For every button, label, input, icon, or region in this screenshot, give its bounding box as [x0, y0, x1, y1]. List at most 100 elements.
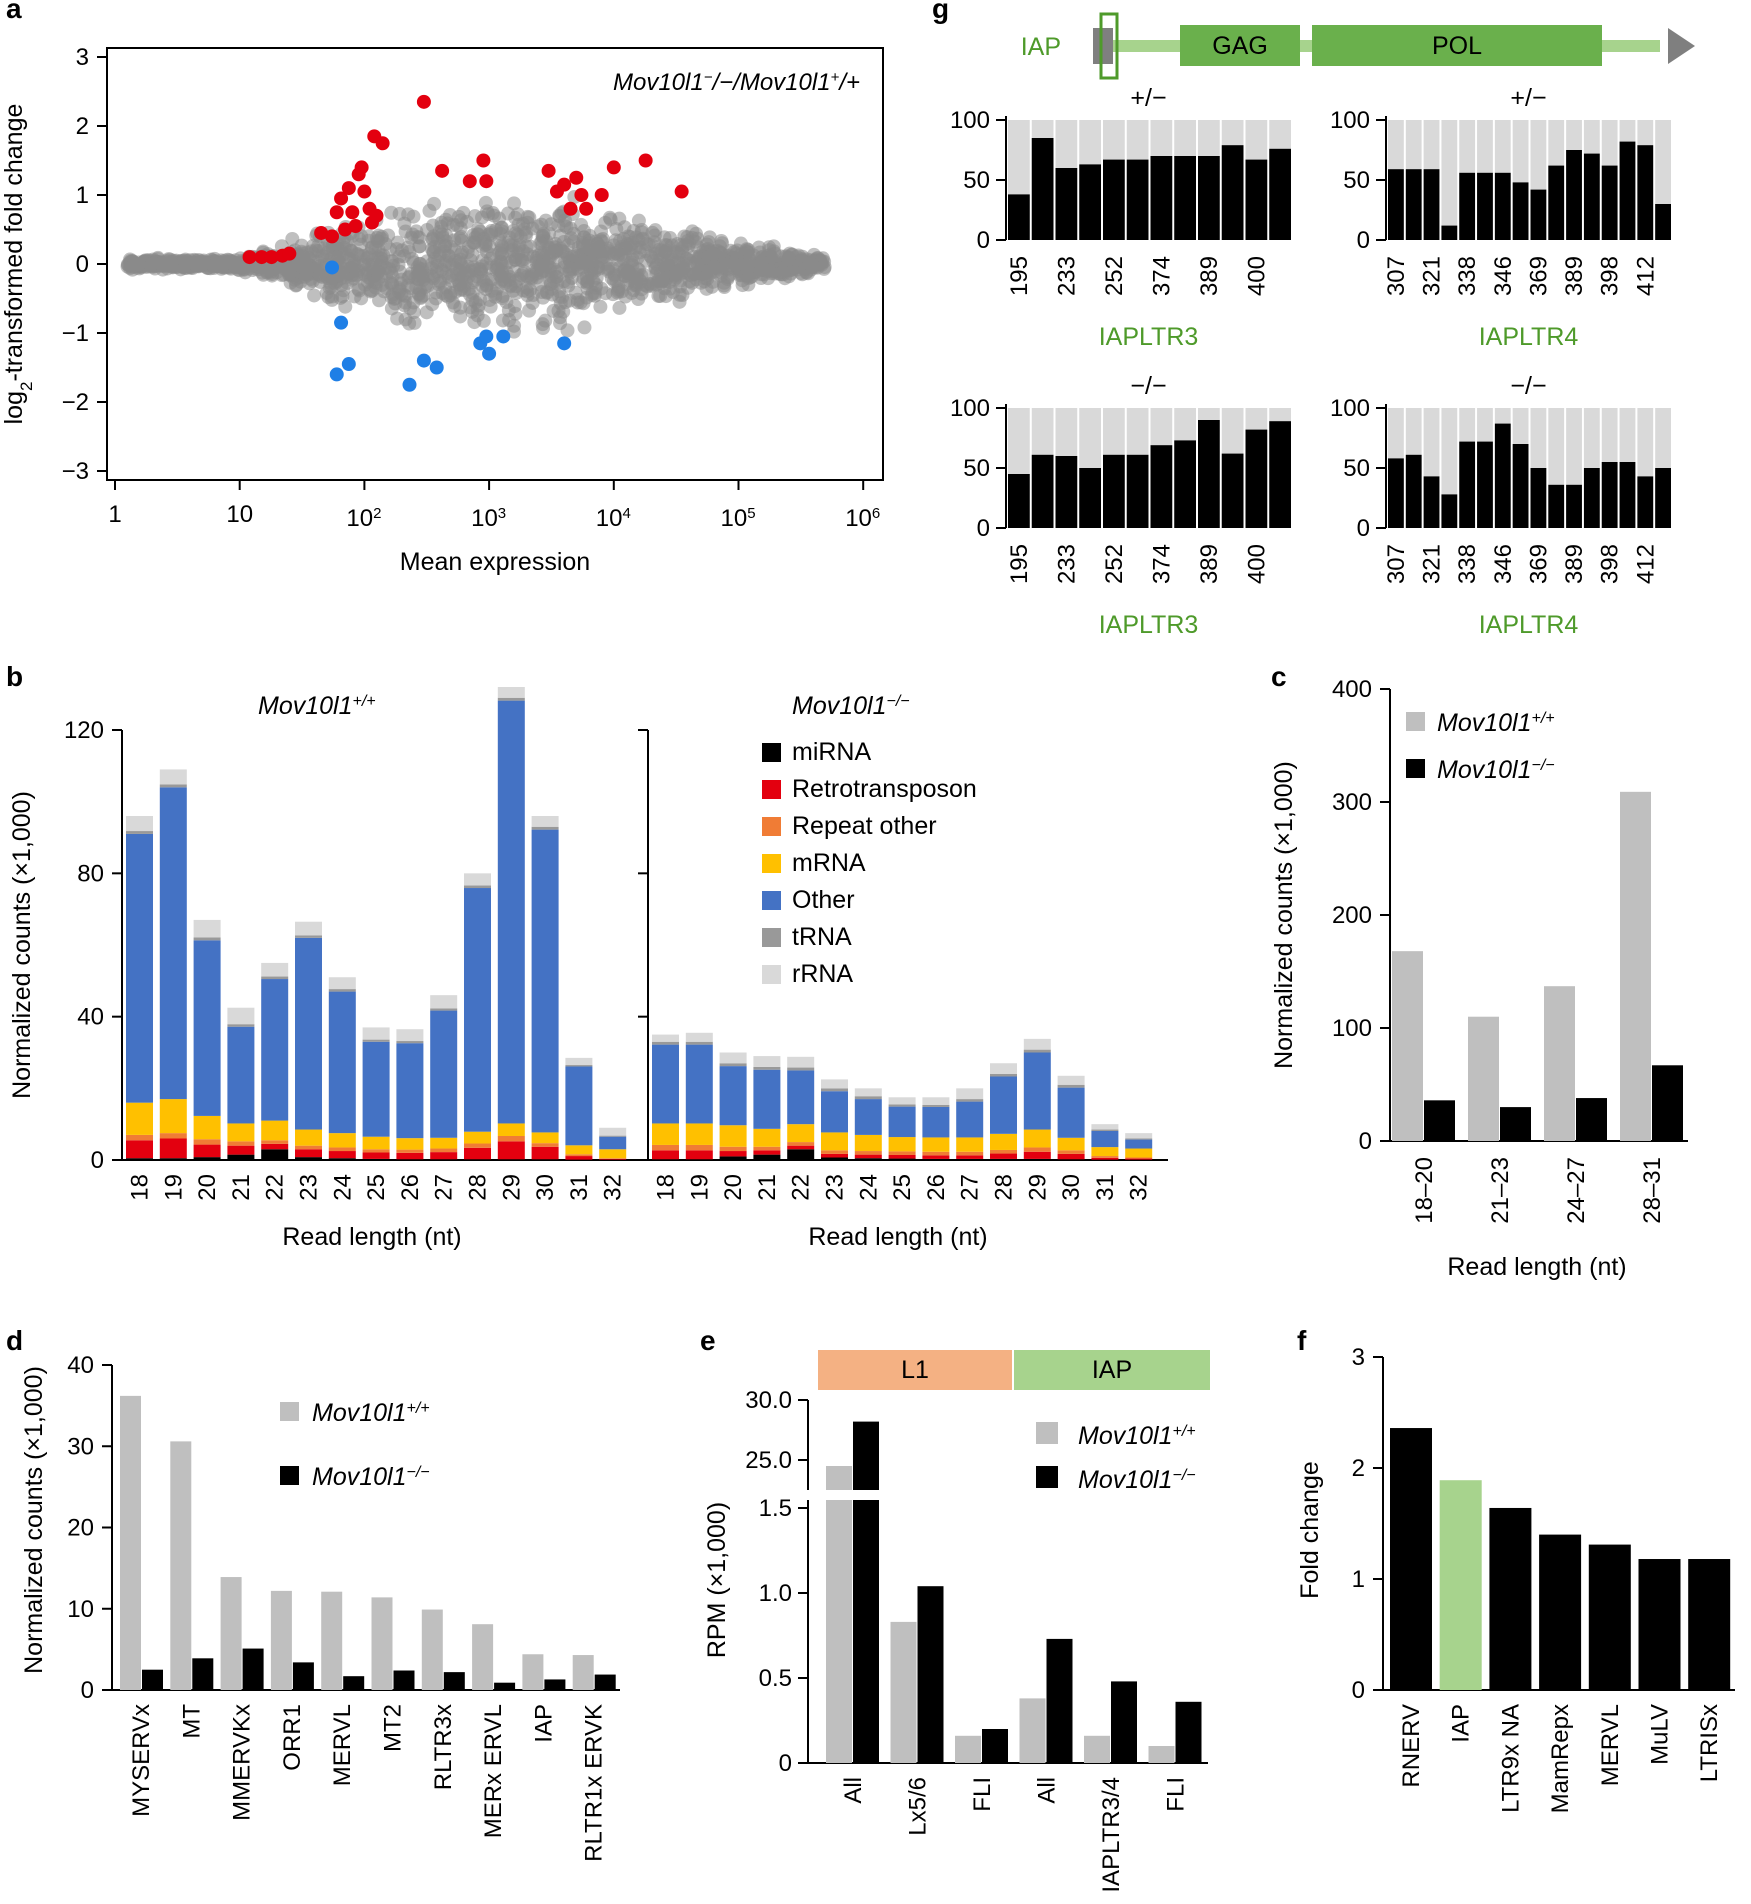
b-1-x-axis-label: Read length (nt): [808, 1223, 987, 1251]
g-bar-methylated: [1405, 169, 1422, 240]
b-xtick-label: 30: [1058, 1174, 1085, 1201]
b-bar-repeat-other: [753, 1146, 781, 1151]
b-bar-mrna: [599, 1149, 627, 1159]
a-downregulated-point: [341, 357, 356, 372]
a-gene-point: [460, 266, 475, 281]
b-bar-repeat-other: [652, 1144, 679, 1151]
b-bar-trna: [565, 1065, 593, 1067]
a-upregulated-point: [375, 136, 390, 151]
g-bar-methylated: [1055, 168, 1078, 240]
b-bar-retrotransposon: [719, 1151, 747, 1157]
b-bar-mrna: [227, 1123, 255, 1142]
b-bar-mirna: [159, 1158, 187, 1160]
a-gene-point: [519, 239, 534, 254]
b-bar-trna: [821, 1088, 848, 1092]
g-xtick-label: 389: [1561, 256, 1588, 296]
b-bar-rrna: [821, 1079, 848, 1089]
g-bar-methylated: [1079, 468, 1101, 528]
d-legend-label: Mov10l1−/−: [312, 1463, 430, 1491]
d-xtick-label: IAP: [530, 1704, 557, 1743]
a-upregulated-point: [325, 229, 340, 244]
a-gene-point: [535, 263, 550, 278]
a-gene-point: [562, 293, 577, 308]
a-gene-point: [507, 318, 522, 333]
a-gene-point: [638, 244, 653, 259]
g-xtick-label: 374: [1148, 256, 1175, 296]
c-bar-wildtype: [1620, 791, 1651, 1141]
b-legend-label: Retrotransposon: [792, 775, 977, 803]
b-bar-rrna: [193, 919, 221, 938]
b-xtick-label: 26: [923, 1174, 950, 1201]
a-downregulated-point: [402, 377, 417, 392]
b-bar-retrotransposon: [753, 1150, 781, 1155]
g-bar-methylated: [1530, 189, 1547, 240]
a-gene-point: [445, 274, 460, 289]
f-bar: [1390, 1428, 1432, 1690]
b-bar-mirna: [922, 1158, 950, 1160]
g-xtick-label: 389: [1196, 544, 1223, 584]
b-bar-other: [430, 1010, 458, 1138]
b-bar-trna: [497, 697, 525, 701]
b-bar-other: [362, 1041, 390, 1137]
g-genotype-label: −/−: [1510, 372, 1546, 400]
b-xtick-label: 22: [788, 1174, 815, 1201]
b-bar-trna: [753, 1066, 781, 1070]
a-upregulated-point: [254, 250, 269, 265]
d-ytick-label: 20: [67, 1515, 94, 1542]
b-bar-other: [854, 1099, 882, 1135]
b-bar-mirna: [497, 1159, 525, 1160]
a-xtick-label: 102: [346, 505, 381, 533]
b-0-x-axis-label: Read length (nt): [282, 1223, 461, 1251]
b-bar-mirna: [787, 1149, 815, 1160]
b-xtick-label: 18: [653, 1174, 680, 1201]
b-bar-mrna: [888, 1137, 916, 1152]
g-bar-methylated: [1198, 420, 1220, 528]
a-gene-point: [301, 261, 316, 276]
b-bar-trna: [1091, 1129, 1119, 1131]
g-pol-box: [1312, 25, 1602, 66]
a-gene-point: [524, 269, 539, 284]
b-bar-mirna: [193, 1157, 221, 1160]
a-gene-point: [600, 262, 615, 277]
b-bar-mirna: [396, 1159, 424, 1160]
a-xtick-label: 1: [108, 501, 121, 528]
g-bar-methylated: [1494, 423, 1511, 528]
a-gene-point: [453, 282, 468, 297]
b-bar-mirna: [956, 1158, 984, 1160]
g-bar-methylated: [1269, 148, 1291, 240]
a-gene-point: [398, 312, 413, 327]
f-xtick-label: LTRISx: [1696, 1704, 1723, 1782]
c-ytick-label: 300: [1332, 789, 1372, 816]
b-bar-trna: [362, 1039, 390, 1042]
a-gene-point: [522, 303, 537, 318]
d-xtick-label: MERx ERVL: [480, 1704, 507, 1838]
b-bar-other: [159, 787, 187, 1100]
c-bar-wildtype: [1544, 986, 1575, 1141]
a-gene-point: [777, 271, 792, 286]
a-upregulated-point: [579, 201, 594, 216]
a-gene-point: [312, 267, 327, 282]
g-element-label: IAPLTR3: [1099, 611, 1199, 639]
a-gene-point: [445, 295, 460, 310]
b-bar-mirna: [328, 1158, 356, 1160]
a-gene-point: [132, 257, 147, 272]
a-upregulated-point: [435, 163, 450, 178]
b-legend-label: rRNA: [792, 960, 853, 988]
a-gene-point: [508, 210, 523, 225]
a-gene-point: [740, 261, 755, 276]
g-bar-methylated: [1477, 172, 1493, 240]
b-legend-label: miRNA: [792, 738, 871, 766]
a-gene-point: [425, 232, 440, 247]
panel-f-fold-change-bars: 0 1 2 3 RNERV IAP LTR9x NA MamRepx MERVL MuLV LTRI…: [1296, 1344, 1735, 1813]
d-bar-wildtype: [170, 1441, 192, 1690]
g-bar-methylated: [1388, 458, 1404, 528]
g-bar-methylated: [1548, 484, 1565, 528]
g-bar-methylated: [1548, 165, 1565, 240]
a-gene-point: [494, 220, 509, 235]
b-bar-mrna: [753, 1128, 781, 1147]
b-legend-swatch: [762, 780, 781, 799]
b-bar-other: [1091, 1130, 1119, 1148]
e-group-header: [818, 1350, 1012, 1390]
b-bar-retrotransposon: [159, 1138, 187, 1159]
b-bar-repeat-other: [430, 1148, 458, 1153]
